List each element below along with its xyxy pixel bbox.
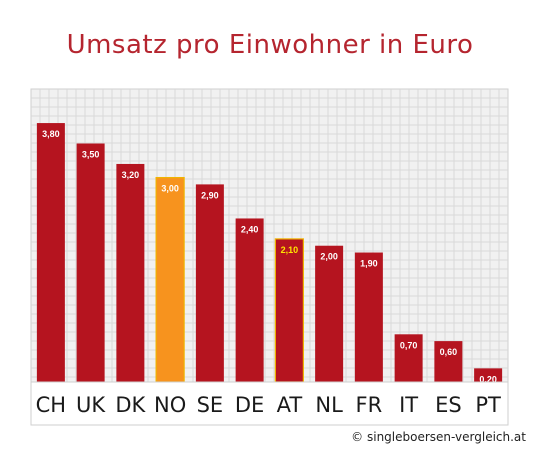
category-label-es: ES [435,393,462,417]
bar-dk [116,163,145,382]
value-labels: 3,80 3,50 3,20 3,00 2,90 2,40 2,10 2,00 1,90 0,70… [42,129,497,384]
value-label-fr: 1,90 [360,259,378,269]
value-label-ch: 3,80 [42,129,60,139]
category-label-uk: UK [76,393,106,417]
category-label-pt: PT [475,393,501,417]
bar-se [195,184,224,382]
chart-title: Umsatz pro Einwohner in Euro [66,30,474,60]
bars [36,123,503,383]
value-label-nl: 2,00 [320,252,338,262]
category-axis-band [30,381,509,426]
bar-ch [36,123,65,383]
value-label-at: 2,10 [281,245,299,255]
bar-it [394,334,423,382]
value-label-no: 3,00 [161,184,179,194]
bar-uk [76,143,105,382]
bar-es [434,341,463,382]
category-labels: CH UK DK NO SE DE AT NL FR IT ES PT [36,393,501,417]
category-label-dk: DK [115,393,146,417]
value-label-uk: 3,50 [82,150,100,160]
value-label-dk: 3,20 [122,170,140,180]
category-label-de: DE [235,393,264,417]
value-label-it: 0,70 [400,340,418,350]
category-label-nl: NL [315,393,343,417]
bar-de [235,218,264,382]
bar-fr [354,252,383,382]
category-label-se: SE [197,393,224,417]
category-label-it: IT [399,393,418,417]
category-label-no: NO [154,393,186,417]
value-label-se: 2,90 [201,190,219,200]
bar-nl [315,245,344,382]
bar-no [155,176,185,383]
bar-pt [474,368,503,382]
category-label-fr: FR [356,393,383,417]
plot-background [30,88,509,383]
copyright-credit: © singleboersen-vergleich.at [351,430,526,444]
bar-at [274,238,304,383]
value-label-de: 2,40 [241,224,259,234]
category-label-at: AT [277,393,303,417]
value-label-es: 0,60 [440,347,458,357]
category-label-ch: CH [36,393,66,417]
value-label-pt: 0,20 [479,374,497,384]
